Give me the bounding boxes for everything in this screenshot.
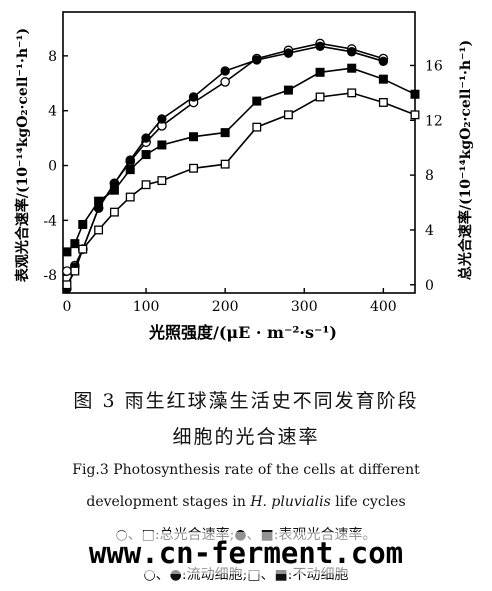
- caption-en-line2-a: development stages in: [86, 494, 251, 510]
- data-point-open-square: [157, 176, 167, 186]
- data-point-filled-circle: [283, 48, 294, 58]
- data-point-filled-circle: [220, 66, 230, 76]
- right-y-tick-label: 12: [425, 113, 443, 129]
- data-point-open-square: [252, 122, 262, 132]
- data-point-filled-square: [157, 140, 167, 150]
- data-point-filled-circle: [252, 55, 262, 65]
- data-point-open-square: [283, 110, 293, 120]
- data-point-open-square: [141, 180, 151, 190]
- data-point-filled-square: [410, 89, 420, 99]
- series-line-open-square: [66, 92, 416, 286]
- data-point-filled-circle: [315, 41, 325, 51]
- series-open-square: [62, 88, 420, 290]
- data-point-open-circle: [62, 266, 72, 276]
- caption-cn-line2: 细胞的光合速率: [172, 426, 320, 448]
- plot-frame: [62, 11, 416, 294]
- caption-en-line2: development stages in H. pluvialis life …: [0, 494, 492, 510]
- data-point-open-square: [109, 207, 119, 217]
- data-point-filled-square: [125, 165, 135, 175]
- data-point-open-square: [78, 244, 88, 254]
- right-y-tick-label: 4: [425, 223, 434, 239]
- data-point-filled-circle: [141, 133, 151, 143]
- left-y-tick-label: 0: [48, 159, 57, 175]
- caption-cn-line1: 图 3 雨生红球藻生活史不同发育阶段: [73, 390, 419, 412]
- data-point-filled-square: [220, 128, 230, 138]
- watermark: www.cn-ferment.com: [0, 532, 492, 574]
- data-point-filled-square: [315, 67, 325, 77]
- data-point-open-square: [378, 98, 388, 107]
- data-point-filled-square: [347, 63, 357, 73]
- right-y-axis-label: 总光合速率/(10⁻¹⁴kgO₂·cell⁻¹·h⁻¹): [457, 40, 474, 280]
- data-point-filled-square: [283, 85, 293, 95]
- data-point-filled-circle: [188, 92, 199, 102]
- data-point-open-square: [410, 110, 420, 120]
- chart: 0 100 200 300 400 -8 -4 0 4 8 0 4 8 12 16 光照强度/(μE · m…: [14, 11, 474, 342]
- data-point-filled-square: [252, 96, 262, 106]
- data-point-filled-circle: [125, 155, 135, 165]
- data-point-filled-circle: [347, 47, 357, 57]
- x-axis-label: 光照强度/(μE · m⁻²·s⁻¹): [148, 323, 337, 342]
- data-point-filled-square: [78, 219, 88, 229]
- left-y-tick-label: 4: [48, 104, 57, 120]
- data-point-open-square: [347, 88, 357, 98]
- data-point-open-square: [220, 159, 230, 169]
- right-y-tick-label: 0: [425, 278, 434, 294]
- data-point-filled-square: [141, 150, 151, 160]
- data-point-filled-circle: [378, 56, 389, 67]
- data-point-open-square: [315, 92, 325, 102]
- x-tick-label: 200: [212, 299, 239, 315]
- series-filled-square: [62, 63, 420, 257]
- x-tick-label: 0: [62, 299, 71, 315]
- series-line-filled-square: [66, 67, 416, 253]
- data-point-open-circle: [220, 77, 231, 87]
- data-point-open-square: [125, 192, 135, 202]
- data-point-filled-square: [109, 185, 119, 195]
- data-point-filled-square: [62, 247, 72, 257]
- left-y-tick-label: -8: [43, 268, 57, 284]
- caption-en-line1: Fig.3 Photosynthesis rate of the cells a…: [72, 462, 420, 478]
- data-point-open-square: [62, 280, 72, 290]
- data-point-filled-square: [189, 132, 199, 142]
- left-y-tick-label: 8: [48, 49, 57, 65]
- species-name: H. pluvialis: [250, 494, 331, 510]
- data-point-filled-square: [70, 239, 80, 249]
- left-y-axis-label: 表观光合速率/(10⁻¹⁴kgO₂·cell⁻¹·h⁻¹): [14, 28, 31, 283]
- x-tick-label: 300: [291, 299, 318, 315]
- data-point-open-square: [94, 225, 104, 235]
- right-y-tick-label: 16: [425, 58, 443, 74]
- x-tick-label: 400: [370, 299, 397, 315]
- data-point-filled-circle: [157, 114, 167, 124]
- left-y-tick-label: -4: [43, 213, 57, 229]
- data-point-filled-square: [94, 196, 104, 206]
- data-point-open-square: [70, 266, 80, 276]
- right-y-tick-label: 8: [425, 168, 434, 184]
- data-point-filled-square: [378, 74, 388, 84]
- caption-en-line2-b: life cycles: [330, 494, 406, 510]
- data-point-open-square: [189, 163, 198, 173]
- x-tick-label: 100: [133, 299, 160, 315]
